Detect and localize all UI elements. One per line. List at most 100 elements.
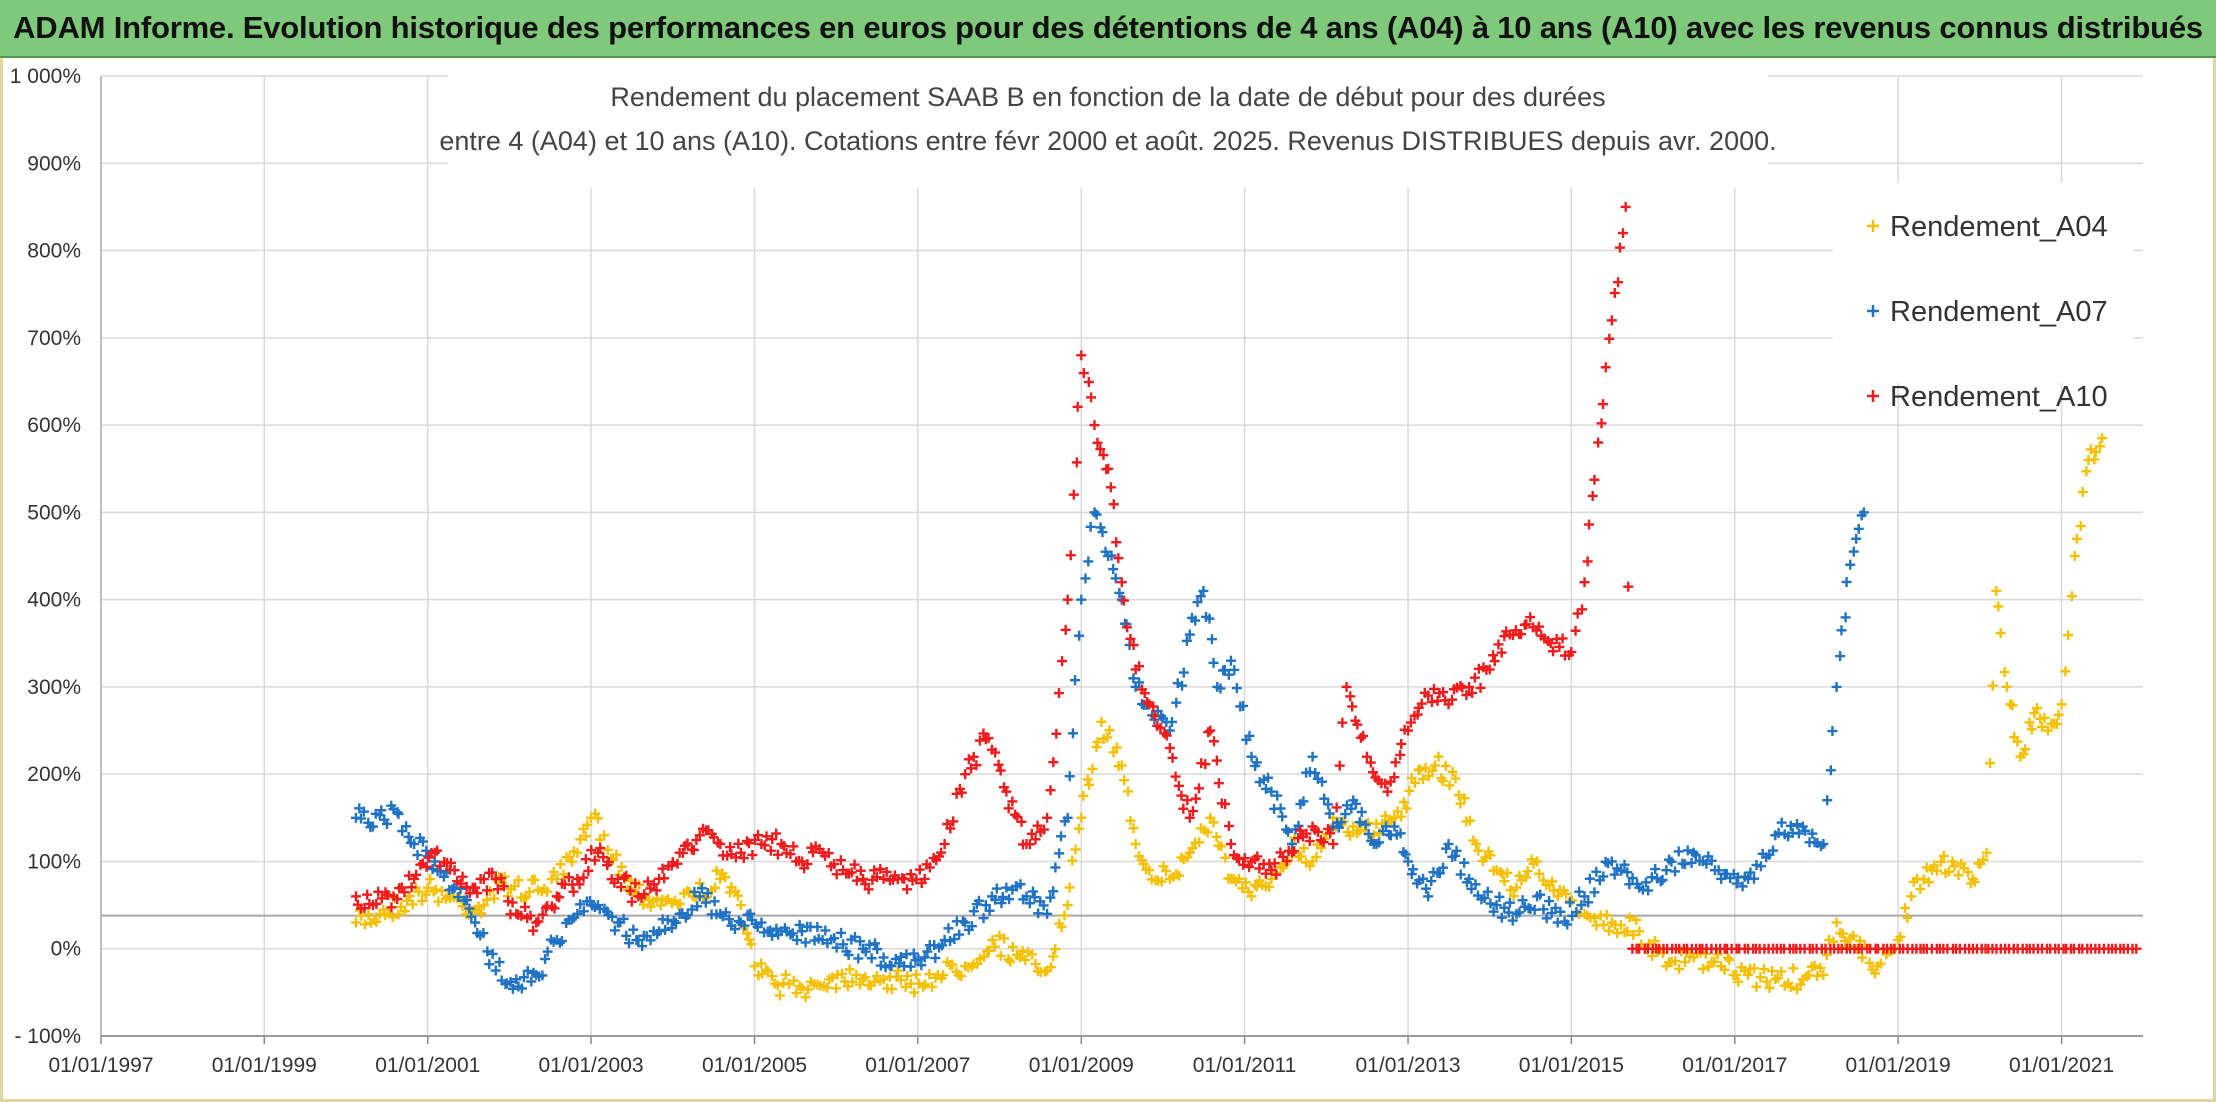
legend-marker <box>1867 220 1879 232</box>
data-point <box>1943 866 1954 877</box>
data-point <box>2053 709 2064 720</box>
data-point <box>1283 854 1294 865</box>
data-point <box>1048 757 1059 768</box>
data-point <box>1298 796 1309 807</box>
data-point <box>930 953 941 964</box>
data-point <box>1072 401 1083 412</box>
data-point <box>420 889 431 900</box>
data-point <box>947 959 958 970</box>
data-point <box>720 872 731 883</box>
data-point <box>586 845 597 856</box>
data-point <box>1027 949 1038 960</box>
data-point <box>1295 851 1306 862</box>
data-point <box>1004 894 1015 905</box>
data-point <box>827 972 838 983</box>
data-point <box>1223 821 1234 832</box>
data-point <box>1106 550 1117 561</box>
data-point <box>519 893 530 904</box>
data-point <box>1441 843 1452 854</box>
data-point <box>1598 919 1609 930</box>
data-point <box>1187 843 1198 854</box>
data-point <box>413 886 424 897</box>
data-point <box>1064 882 1075 893</box>
data-point <box>1670 956 1681 967</box>
data-point <box>1050 944 1061 955</box>
data-point <box>1070 844 1081 855</box>
data-point <box>616 861 627 872</box>
data-point <box>1346 803 1357 814</box>
data-point <box>983 945 994 956</box>
data-point <box>855 865 866 876</box>
data-point <box>1067 728 1078 739</box>
data-point <box>1271 869 1282 880</box>
data-point <box>496 873 507 884</box>
data-point <box>1576 900 1587 911</box>
data-point <box>761 964 772 975</box>
data-point <box>911 874 922 885</box>
data-point <box>1406 773 1417 784</box>
data-point <box>1768 845 1779 856</box>
data-point <box>1161 730 1172 741</box>
data-point <box>2026 724 2037 735</box>
data-point <box>659 873 670 884</box>
data-point <box>1451 845 1462 856</box>
data-point <box>916 960 927 971</box>
data-point <box>875 960 886 971</box>
data-point <box>1096 716 1107 727</box>
data-point <box>837 968 848 979</box>
data-point <box>897 873 908 884</box>
data-point <box>595 842 606 853</box>
data-point <box>662 914 673 925</box>
data-point <box>1795 979 1806 990</box>
data-point <box>618 913 629 924</box>
data-point <box>1915 883 1926 894</box>
data-point <box>1773 827 1784 838</box>
data-point <box>1018 894 1029 905</box>
data-point <box>812 922 823 933</box>
data-point <box>1033 908 1044 919</box>
data-point <box>1679 956 1690 967</box>
data-point <box>1444 780 1455 791</box>
data-point <box>356 813 367 824</box>
data-point <box>1108 564 1119 575</box>
data-point <box>1386 815 1397 826</box>
data-point <box>1204 613 1215 624</box>
data-point <box>1468 835 1479 846</box>
data-point <box>387 912 398 923</box>
data-point <box>696 883 707 894</box>
data-point <box>1065 550 1076 561</box>
data-point <box>1078 790 1089 801</box>
data-point <box>1181 635 1192 646</box>
data-point <box>1529 904 1540 915</box>
chart-frame: - 100% 0% 100% 200% 300% 400% 500% 600% 700% 800%… <box>0 58 2216 1102</box>
data-point <box>1987 680 1998 691</box>
data-point <box>938 970 949 981</box>
data-point <box>1491 900 1502 911</box>
y-tick-label: 0% <box>51 938 81 961</box>
data-point <box>473 901 484 912</box>
data-point <box>1141 864 1152 875</box>
data-point <box>1938 850 1949 861</box>
data-point <box>1176 790 1187 801</box>
data-point <box>1082 774 1093 785</box>
data-point <box>1345 691 1356 702</box>
data-point <box>1516 629 1527 640</box>
data-point <box>609 925 620 936</box>
data-point <box>1048 886 1059 897</box>
data-point <box>2018 749 2029 760</box>
data-point <box>767 971 778 982</box>
data-point <box>1528 858 1539 869</box>
data-point <box>1614 242 1625 253</box>
x-tick-label: 01/01/2007 <box>865 1054 970 1077</box>
data-point <box>609 877 620 888</box>
data-point <box>905 869 916 880</box>
data-point <box>1712 949 1723 960</box>
data-point <box>549 903 560 914</box>
data-point <box>520 902 531 913</box>
data-point <box>505 976 516 987</box>
data-point <box>1603 858 1614 869</box>
data-point <box>1350 798 1361 809</box>
data-point <box>1598 871 1609 882</box>
data-point <box>1128 673 1139 684</box>
data-point <box>1057 656 1068 667</box>
